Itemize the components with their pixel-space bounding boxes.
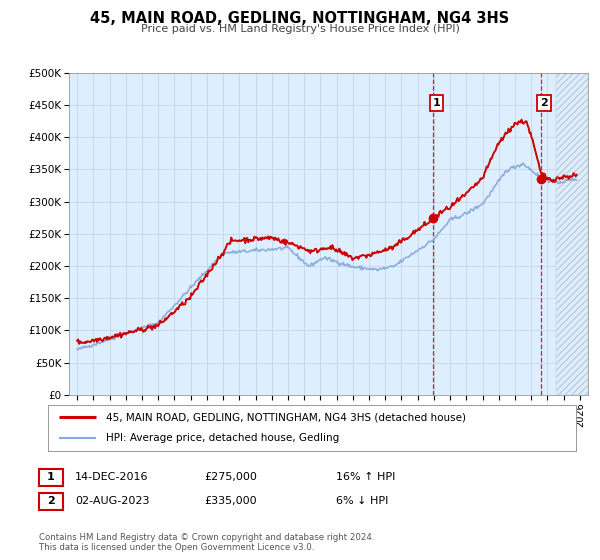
Text: £335,000: £335,000: [204, 496, 257, 506]
Text: Price paid vs. HM Land Registry's House Price Index (HPI): Price paid vs. HM Land Registry's House …: [140, 24, 460, 34]
Text: 45, MAIN ROAD, GEDLING, NOTTINGHAM, NG4 3HS: 45, MAIN ROAD, GEDLING, NOTTINGHAM, NG4 …: [91, 11, 509, 26]
Text: 1: 1: [433, 98, 440, 108]
Text: Contains HM Land Registry data © Crown copyright and database right 2024.: Contains HM Land Registry data © Crown c…: [39, 533, 374, 542]
Text: HPI: Average price, detached house, Gedling: HPI: Average price, detached house, Gedl…: [106, 433, 340, 444]
Text: 2: 2: [47, 496, 55, 506]
Text: 45, MAIN ROAD, GEDLING, NOTTINGHAM, NG4 3HS (detached house): 45, MAIN ROAD, GEDLING, NOTTINGHAM, NG4 …: [106, 412, 466, 422]
Text: 14-DEC-2016: 14-DEC-2016: [75, 472, 149, 482]
Text: 02-AUG-2023: 02-AUG-2023: [75, 496, 149, 506]
Text: 1: 1: [47, 472, 55, 482]
Text: 16% ↑ HPI: 16% ↑ HPI: [336, 472, 395, 482]
Text: £275,000: £275,000: [204, 472, 257, 482]
Text: 6% ↓ HPI: 6% ↓ HPI: [336, 496, 388, 506]
Text: This data is licensed under the Open Government Licence v3.0.: This data is licensed under the Open Gov…: [39, 543, 314, 552]
Text: 2: 2: [540, 98, 548, 108]
